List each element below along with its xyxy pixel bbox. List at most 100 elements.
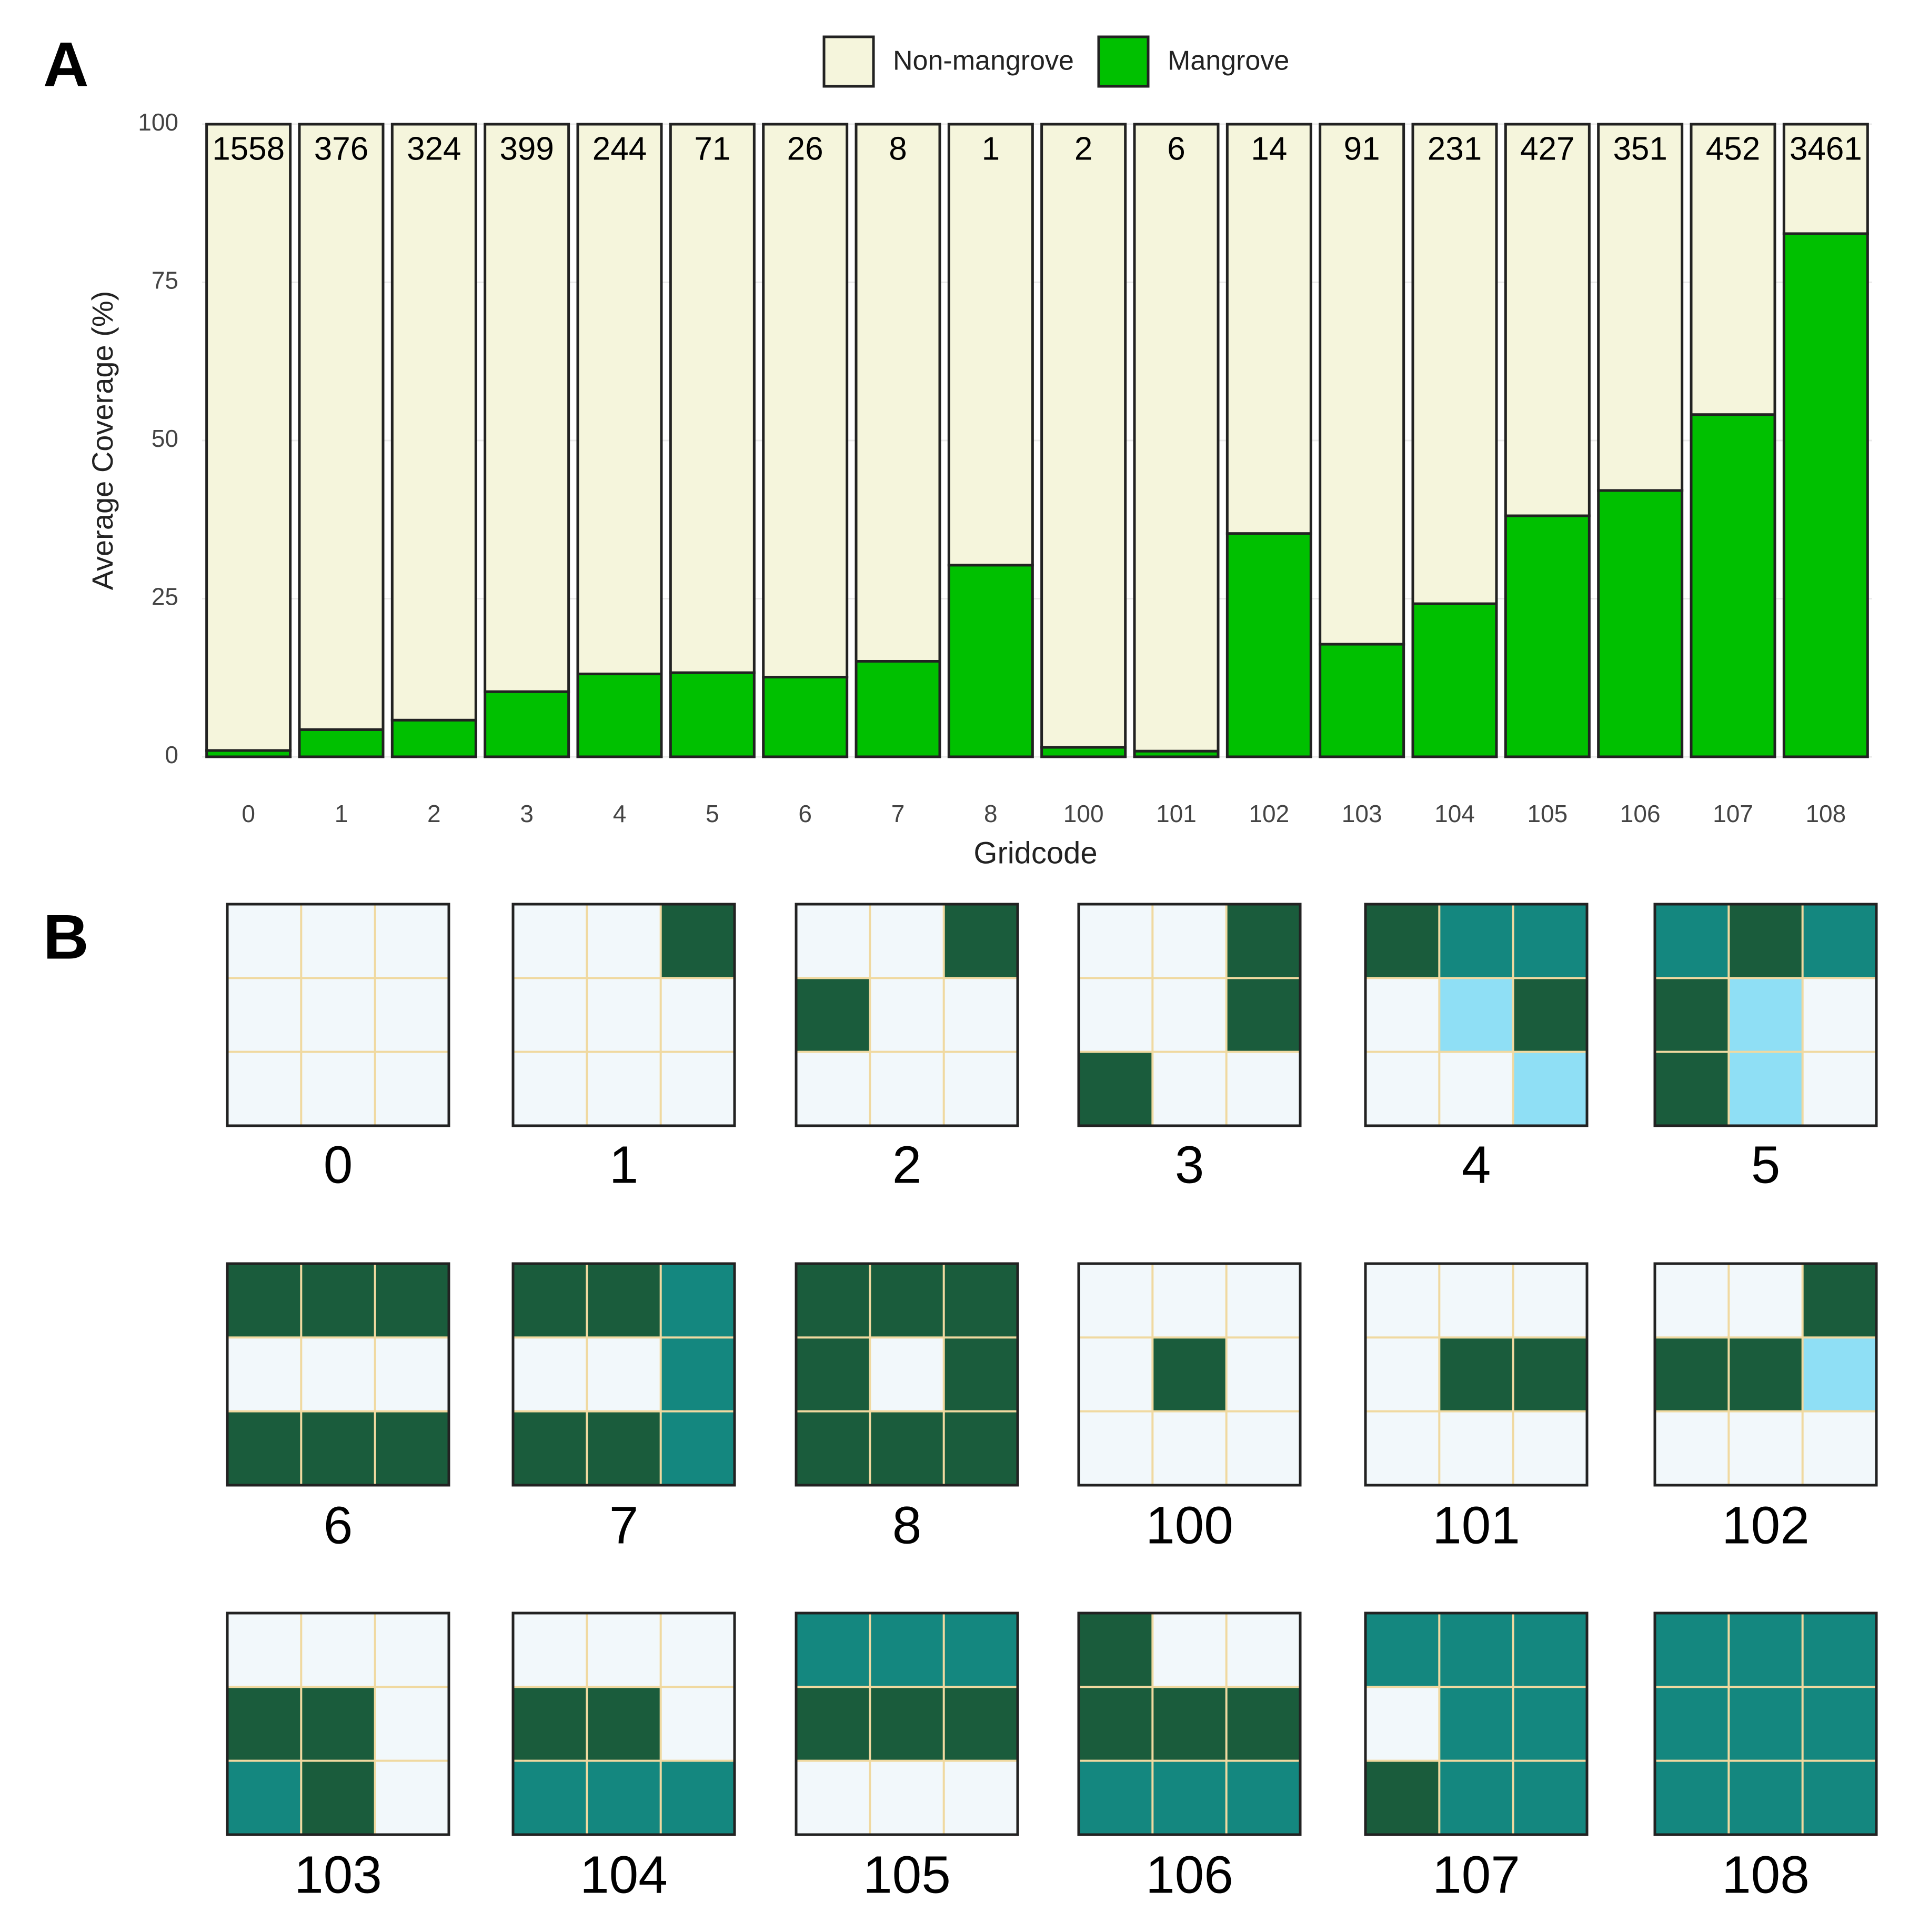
bar-segment: [1411, 123, 1498, 605]
tile-label: 5: [1751, 1135, 1781, 1194]
x-tick-label: 106: [1620, 800, 1661, 827]
tile-cell: [1152, 1613, 1227, 1687]
tile-cell: [375, 1760, 449, 1835]
bar-label: 376: [314, 131, 368, 167]
tile-cell: [513, 1687, 587, 1761]
bar-label: 399: [499, 131, 554, 167]
x-tick-label: 8: [984, 800, 998, 827]
tile-cell: [1226, 1264, 1301, 1338]
tile-cell: [1802, 1052, 1877, 1126]
bar-label: 91: [1344, 131, 1380, 167]
bar-label: 1558: [212, 131, 285, 167]
tile-cell: [1152, 1337, 1227, 1412]
bar-segment: [855, 659, 941, 758]
x-tick-label: 5: [706, 800, 719, 827]
tile-cell: [587, 1264, 661, 1338]
panel-label: A: [43, 29, 89, 100]
tile-cell: [1365, 1687, 1440, 1761]
tile-cell: [1655, 1411, 1729, 1486]
bar-segment: [669, 671, 756, 758]
tile-cell: [870, 1613, 945, 1687]
tile-cell: [660, 978, 735, 1053]
bar-segment: [1597, 489, 1684, 758]
tile-border: [795, 1611, 1019, 1836]
x-tick-label: 108: [1805, 800, 1846, 827]
tile-cell: [943, 1687, 1018, 1761]
tile-border: [1653, 903, 1878, 1127]
tile-cell: [1655, 1052, 1729, 1126]
tile-cell: [1439, 1052, 1514, 1126]
tile-cell: [1655, 1687, 1729, 1761]
tile-cell: [1729, 1687, 1803, 1761]
tile-cell: [1079, 1687, 1153, 1761]
tile-cell: [375, 978, 449, 1053]
tile-label: 104: [580, 1845, 668, 1904]
tile-cell: [1079, 1264, 1153, 1338]
tile-label: 4: [1462, 1135, 1491, 1194]
tile-border: [511, 1262, 736, 1487]
x-tick-label: 102: [1249, 800, 1289, 827]
bar-label: 452: [1706, 131, 1760, 167]
bar-label: 3461: [1790, 131, 1862, 167]
bar-segment: [576, 673, 663, 758]
tile-label: 1: [609, 1135, 639, 1194]
tile-cell: [227, 1411, 302, 1486]
tile-border: [1364, 1611, 1589, 1836]
tile-cell: [1152, 1052, 1227, 1126]
tile-cell: [1152, 1411, 1227, 1486]
bar-segment: [484, 123, 570, 693]
tile-border: [1364, 903, 1589, 1127]
tile-cell: [1802, 1411, 1877, 1486]
tile-cell: [1079, 904, 1153, 978]
tile-cell: [660, 1264, 735, 1338]
legend-swatch: [1097, 35, 1150, 88]
tile-cell: [660, 1337, 735, 1412]
bar-label: 427: [1520, 131, 1574, 167]
tile-label: 8: [892, 1496, 922, 1555]
tile-cell: [301, 1264, 376, 1338]
tile-cell: [660, 1760, 735, 1835]
y-axis-title: Average Coverage (%): [86, 291, 119, 590]
tile-cell: [1729, 1411, 1803, 1486]
tile-cell: [1152, 1687, 1227, 1761]
x-tick-label: 3: [520, 800, 534, 827]
tile-cell: [227, 1264, 302, 1338]
tile-border: [1653, 1262, 1878, 1487]
tile-border: [1077, 1611, 1302, 1836]
tile-cell: [796, 1411, 870, 1486]
legend-swatch: [822, 35, 875, 88]
tile-cell: [1226, 1687, 1301, 1761]
tile-cell: [227, 1052, 302, 1126]
tile-border: [1653, 1611, 1878, 1836]
tile-cell: [587, 1337, 661, 1412]
x-tick-label: 104: [1434, 800, 1475, 827]
tile-cell: [1226, 1052, 1301, 1126]
tile-cell: [660, 1052, 735, 1126]
tile-cell: [1079, 1337, 1153, 1412]
bar-segment: [1319, 643, 1405, 758]
bar-segment: [762, 123, 849, 679]
bar-segment: [855, 123, 941, 663]
tile-cell: [1365, 1337, 1440, 1412]
tile-cell: [660, 1411, 735, 1486]
tile-cell: [943, 1264, 1018, 1338]
bar-segment: [298, 123, 385, 731]
tile-cell: [1152, 1264, 1227, 1338]
tile-cell: [513, 1760, 587, 1835]
tile-cell: [1655, 1613, 1729, 1687]
tile-cell: [587, 1052, 661, 1126]
tile-border: [226, 903, 450, 1127]
tile-cell: [943, 904, 1018, 978]
tile-cell: [1079, 1613, 1153, 1687]
tile-cell: [513, 1337, 587, 1412]
tile-cell: [301, 1337, 376, 1412]
bar-segment: [1504, 514, 1591, 758]
tile-cell: [1226, 1613, 1301, 1687]
tile-cell: [1439, 1687, 1514, 1761]
tile-label: 100: [1146, 1496, 1233, 1555]
tile-cell: [1513, 1052, 1588, 1126]
tile-cell: [227, 1337, 302, 1412]
bar-segment: [1040, 123, 1127, 749]
bar-label: 71: [694, 131, 730, 167]
